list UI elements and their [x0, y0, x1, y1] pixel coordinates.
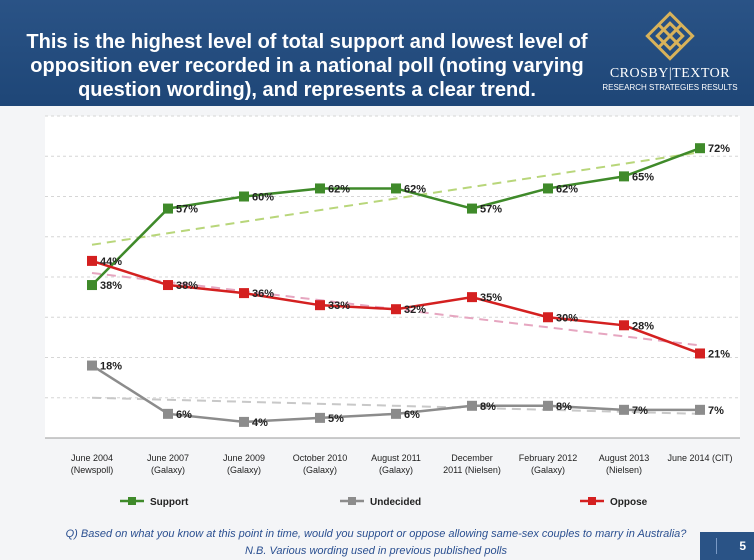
legend-label-undecided: Undecided [370, 497, 421, 508]
data-point-support [87, 280, 97, 291]
x-tick-label: August 2011 [371, 453, 421, 463]
slide-title: This is the highest level of total suppo… [22, 30, 592, 102]
data-label-undecided: 8% [556, 401, 572, 413]
x-tick-label: (Galaxy) [379, 465, 413, 475]
data-point-undecided [87, 360, 97, 371]
data-point-support [695, 143, 705, 154]
logo-tagline: RESEARCH STRATEGIES RESULTS [602, 83, 738, 92]
data-point-oppose [163, 280, 173, 291]
x-tick-label: October 2010 [293, 453, 348, 463]
slide-title-line-2: opposition ever recorded in a national p… [30, 55, 584, 77]
data-point-support [163, 203, 173, 214]
line-chart: 38% 57% 60% 62% 62% 57% 62% 65% 72% 18% 6% 4% 5% 6% 8%… [0, 106, 754, 526]
legend-label-oppose: Oppose [610, 497, 648, 508]
data-point-support [543, 183, 553, 194]
x-tick-label: (Galaxy) [531, 465, 565, 475]
page-number-divider [716, 538, 717, 554]
data-point-undecided [239, 416, 249, 427]
data-label-oppose: 36% [252, 288, 274, 300]
data-point-oppose [695, 348, 705, 359]
data-label-support: 72% [708, 143, 730, 155]
legend-marker-oppose [588, 497, 596, 505]
data-point-undecided [695, 404, 705, 415]
data-label-support: 62% [404, 183, 426, 195]
data-label-oppose: 21% [708, 348, 730, 360]
crosby-textor-logo: CROSBY|TEXTOR RESEARCH STRATEGIES RESULT… [600, 8, 750, 98]
data-point-undecided [467, 400, 477, 411]
data-point-oppose [619, 320, 629, 331]
x-tick-label: June 2014 (CIT) [667, 453, 732, 463]
knot-emblem-icon [645, 11, 695, 61]
data-label-oppose: 30% [556, 312, 578, 324]
data-label-undecided: 5% [328, 413, 344, 425]
data-label-oppose: 28% [632, 320, 654, 332]
data-point-oppose [315, 300, 325, 311]
footer-question: Q) Based on what you know at this point … [65, 528, 687, 540]
data-label-support: 60% [252, 192, 274, 204]
data-label-undecided: 7% [632, 405, 648, 417]
data-label-undecided: 18% [100, 361, 122, 373]
data-point-oppose [543, 312, 553, 323]
data-label-undecided: 7% [708, 405, 724, 417]
data-label-support: 57% [480, 204, 502, 216]
x-tick-label: June 2007 [147, 453, 189, 463]
data-point-support [315, 183, 325, 194]
data-label-support: 62% [328, 183, 350, 195]
data-label-support: 62% [556, 183, 578, 195]
trendline-undecided [91, 396, 701, 415]
logo-name: CROSBY|TEXTOR [609, 66, 731, 81]
data-point-undecided [391, 408, 401, 419]
data-point-undecided [619, 404, 629, 415]
data-point-support [467, 203, 477, 214]
data-point-undecided [163, 408, 173, 419]
trendline-support [91, 151, 701, 246]
data-label-oppose: 44% [100, 256, 122, 268]
footer-note: N.B. Various wording used in previous pu… [245, 545, 507, 557]
x-tick-label: 2011 (Nielsen) [443, 465, 501, 475]
data-point-undecided [543, 400, 553, 411]
footer: Q) Based on what you know at this point … [0, 526, 754, 560]
x-tick-label: (Galaxy) [227, 465, 261, 475]
header-banner: This is the highest level of total suppo… [0, 0, 754, 106]
data-point-oppose [467, 292, 477, 303]
legend-marker-support [128, 497, 136, 505]
page-number: 5 [739, 539, 746, 553]
x-tick-label: August 2013 [599, 453, 650, 463]
data-label-undecided: 6% [176, 409, 192, 421]
data-label-undecided: 6% [404, 409, 420, 421]
data-label-support: 38% [100, 280, 122, 292]
data-point-support [391, 183, 401, 194]
x-tick-label: (Nielsen) [606, 465, 642, 475]
x-tick-label: June 2004 [71, 453, 113, 463]
page-number-badge: 5 [700, 532, 754, 560]
x-tick-label: (Galaxy) [303, 465, 337, 475]
slide-title-line-3: question wording), and represents a clea… [78, 79, 536, 101]
data-label-oppose: 33% [328, 300, 350, 312]
data-label-oppose: 38% [176, 280, 198, 292]
legend-marker-undecided [348, 497, 356, 505]
data-point-oppose [391, 304, 401, 315]
x-tick-label: (Galaxy) [151, 465, 185, 475]
data-point-oppose [87, 255, 97, 266]
data-point-oppose [239, 288, 249, 299]
x-tick-label: June 2009 [223, 453, 265, 463]
data-point-undecided [315, 412, 325, 423]
data-label-oppose: 32% [404, 304, 426, 316]
data-label-support: 57% [176, 204, 198, 216]
chart-svg: 38% 57% 60% 62% 62% 57% 62% 65% 72% 18% 6% 4% 5% 6% 8%… [45, 115, 740, 508]
x-tick-label: February 2012 [519, 453, 578, 463]
data-label-undecided: 8% [480, 401, 496, 413]
x-tick-label: December [451, 453, 493, 463]
x-tick-label: (Newspoll) [71, 465, 114, 475]
data-label-support: 65% [632, 171, 654, 183]
data-point-support [239, 191, 249, 202]
legend-label-support: Support [150, 497, 189, 508]
data-label-oppose: 35% [480, 292, 502, 304]
data-label-undecided: 4% [252, 417, 268, 429]
slide-title-line-1: This is the highest level of total suppo… [26, 31, 588, 53]
data-point-support [619, 171, 629, 182]
